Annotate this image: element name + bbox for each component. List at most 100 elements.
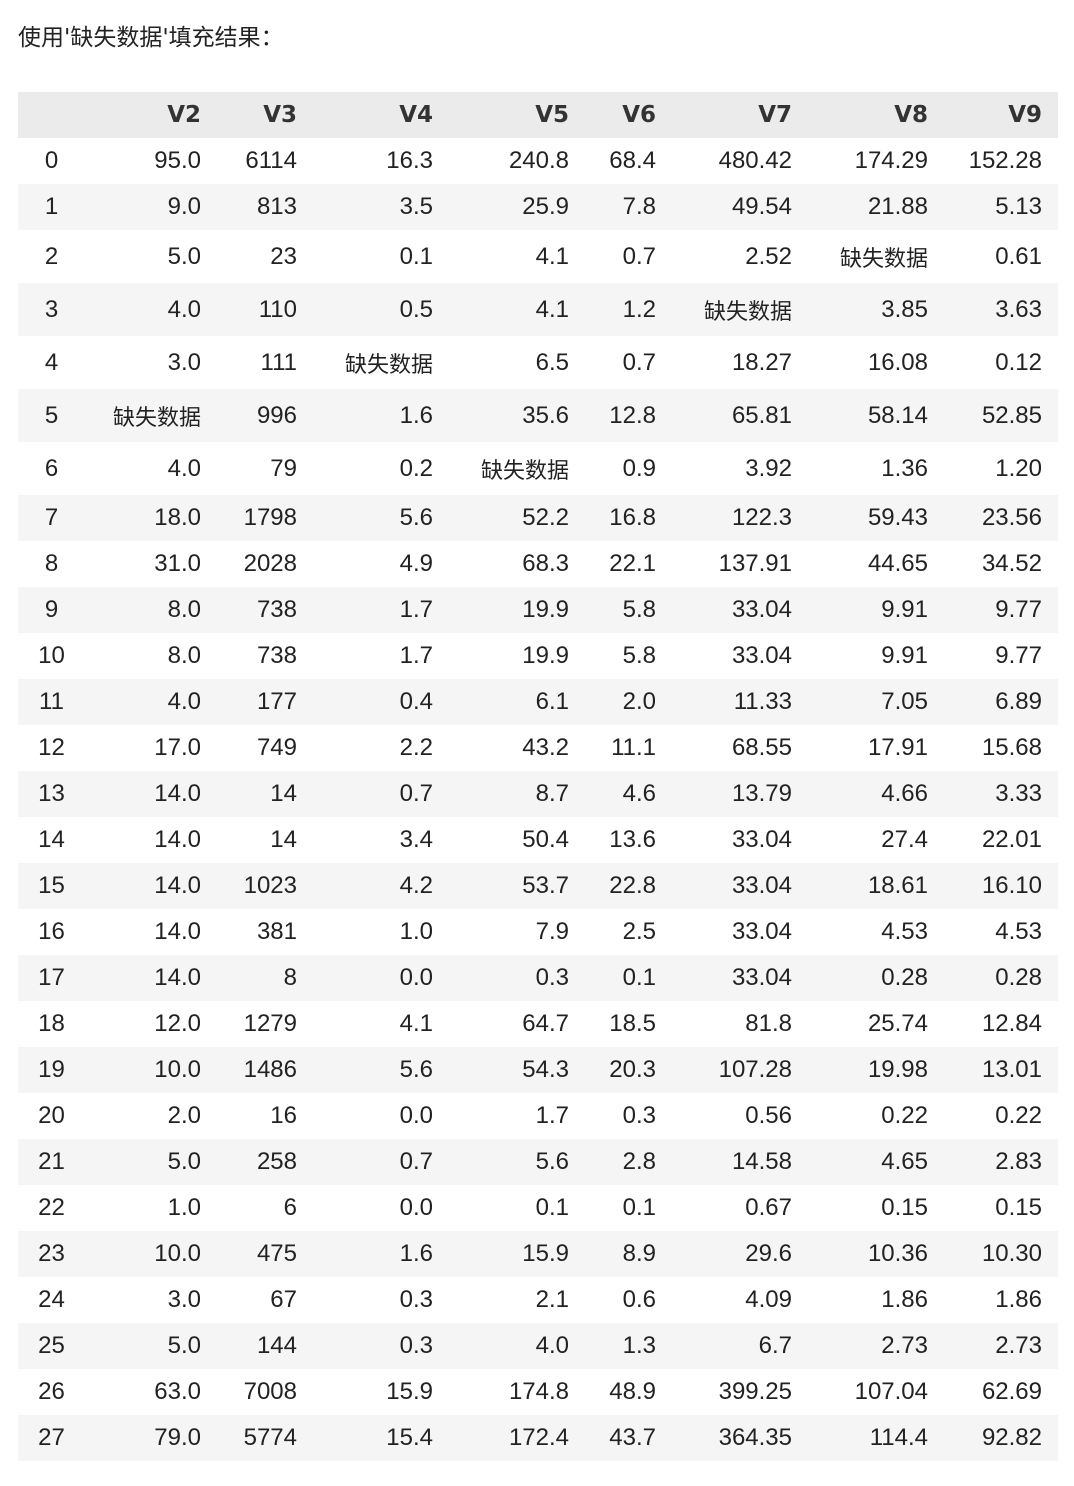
row-index: 16 bbox=[38, 918, 65, 945]
table-cell: 缺失数据 bbox=[344, 352, 433, 378]
table-cell: 25.9 bbox=[522, 193, 569, 220]
table-cell: 29.6 bbox=[745, 1240, 792, 1267]
table-cell: 92.82 bbox=[981, 1424, 1042, 1451]
table-cell: 1.7 bbox=[399, 596, 433, 623]
table-cell: 15.68 bbox=[981, 734, 1042, 761]
table-cell: 11.33 bbox=[733, 688, 792, 715]
table-cell: 3.5 bbox=[399, 193, 433, 220]
table-cell: 9.77 bbox=[995, 596, 1042, 623]
table-row: 27 79.0 5774 15.4 172.4 43.7 364.35 114.4 92.82 bbox=[18, 1415, 1058, 1461]
table-cell: 33.04 bbox=[731, 872, 792, 899]
table-cell: 19.9 bbox=[522, 596, 569, 623]
table-cell: 44.65 bbox=[867, 550, 928, 577]
table-cell: 14.58 bbox=[731, 1148, 792, 1175]
column-header-v6: V6 bbox=[622, 102, 656, 128]
table-cell: 2.5 bbox=[622, 918, 656, 945]
table-cell: 缺失数据 bbox=[480, 458, 569, 484]
table-cell: 8.9 bbox=[622, 1240, 656, 1267]
table-cell: 174.8 bbox=[508, 1378, 569, 1405]
table-cell: 4.1 bbox=[535, 242, 569, 270]
table-cell: 15.9 bbox=[386, 1378, 433, 1405]
table-cell: 0.1 bbox=[399, 242, 433, 270]
table-cell: 64.7 bbox=[522, 1010, 569, 1037]
table-cell: 5.0 bbox=[167, 242, 201, 270]
table-cell: 0.0 bbox=[399, 1102, 433, 1129]
table-cell: 23.56 bbox=[981, 504, 1042, 531]
table-cell: 5.8 bbox=[622, 642, 656, 669]
table-cell: 4.1 bbox=[399, 1010, 433, 1037]
table-cell: 14 bbox=[270, 780, 297, 807]
table-cell: 1.2 bbox=[622, 295, 656, 323]
row-index: 21 bbox=[38, 1148, 65, 1175]
table-cell: 4.1 bbox=[535, 295, 569, 323]
table-cell: 33.04 bbox=[731, 964, 792, 991]
table-cell: 9.91 bbox=[881, 596, 928, 623]
table-cell: 17.0 bbox=[154, 734, 201, 761]
table-cell: 22.8 bbox=[609, 872, 656, 899]
table-cell: 0.28 bbox=[881, 964, 928, 991]
row-index: 27 bbox=[38, 1424, 65, 1451]
table-cell: 31.0 bbox=[154, 550, 201, 577]
table-row: 1 9.0 813 3.5 25.9 7.8 49.54 21.88 5.13 bbox=[18, 184, 1058, 230]
table-cell: 4.53 bbox=[881, 918, 928, 945]
table-cell: 12.84 bbox=[981, 1010, 1042, 1037]
table-cell: 79 bbox=[270, 454, 297, 482]
table-cell: 3.63 bbox=[995, 295, 1042, 323]
column-header-v7: V7 bbox=[758, 102, 792, 128]
table-cell: 3.4 bbox=[399, 826, 433, 853]
table-cell: 0.3 bbox=[399, 1332, 433, 1359]
table-cell: 14.0 bbox=[154, 872, 201, 899]
table-cell: 0.7 bbox=[622, 348, 656, 376]
table-cell: 16 bbox=[270, 1102, 297, 1129]
table-cell: 6.5 bbox=[535, 348, 569, 376]
table-cell: 0.7 bbox=[399, 1148, 433, 1175]
table-row: 13 14.0 14 0.7 8.7 4.6 13.79 4.66 3.33 bbox=[18, 771, 1058, 817]
table-cell: 111 bbox=[260, 348, 297, 376]
table-cell: 缺失数据 bbox=[839, 246, 928, 272]
table-cell: 122.3 bbox=[731, 504, 792, 531]
table-cell: 1279 bbox=[243, 1010, 297, 1037]
table-cell: 35.6 bbox=[522, 401, 569, 429]
table-cell: 0.2 bbox=[399, 454, 433, 482]
table-cell: 107.04 bbox=[854, 1378, 928, 1405]
table-cell: 9.77 bbox=[995, 642, 1042, 669]
table-cell: 10.36 bbox=[867, 1240, 928, 1267]
table-row: 4 3.0 111 缺失数据 6.5 0.7 18.27 16.08 0.12 bbox=[18, 336, 1058, 389]
table-cell: 0.67 bbox=[745, 1194, 792, 1221]
table-cell: 5.8 bbox=[622, 596, 656, 623]
table-cell: 4.2 bbox=[399, 872, 433, 899]
table-cell: 58.14 bbox=[867, 401, 928, 429]
table-cell: 7.8 bbox=[622, 193, 656, 220]
table-cell: 3.92 bbox=[745, 454, 792, 482]
table-row: 19 10.0 1486 5.6 54.3 20.3 107.28 19.98 13.01 bbox=[18, 1047, 1058, 1093]
row-index: 26 bbox=[38, 1378, 65, 1405]
table-cell: 3.85 bbox=[881, 295, 928, 323]
row-index: 4 bbox=[44, 348, 59, 376]
table-cell: 25.74 bbox=[867, 1010, 928, 1037]
table-cell: 1.36 bbox=[881, 454, 928, 482]
table-cell: 6.7 bbox=[758, 1332, 792, 1359]
table-cell: 480.42 bbox=[718, 147, 792, 174]
table-cell: 13.79 bbox=[731, 780, 792, 807]
table-cell: 22.01 bbox=[981, 826, 1042, 853]
column-header-v3: V3 bbox=[263, 102, 297, 128]
table-cell: 16.8 bbox=[609, 504, 656, 531]
table-cell: 4.9 bbox=[399, 550, 433, 577]
table-cell: 2.0 bbox=[167, 1102, 201, 1129]
table-cell: 10.0 bbox=[154, 1056, 201, 1083]
table-row: 6 4.0 79 0.2 缺失数据 0.9 3.92 1.36 1.20 bbox=[18, 442, 1058, 495]
table-cell: 1486 bbox=[243, 1056, 297, 1083]
table-cell: 49.54 bbox=[731, 193, 792, 220]
table-cell: 50.4 bbox=[522, 826, 569, 853]
table-cell: 14.0 bbox=[154, 780, 201, 807]
table-cell: 3.0 bbox=[167, 348, 201, 376]
table-row: 8 31.0 2028 4.9 68.3 22.1 137.91 44.65 34.52 bbox=[18, 541, 1058, 587]
table-cell: 996 bbox=[256, 401, 297, 429]
table-cell: 399.25 bbox=[718, 1378, 792, 1405]
row-index: 6 bbox=[44, 454, 59, 482]
table-cell: 68.3 bbox=[522, 550, 569, 577]
row-index: 23 bbox=[38, 1240, 65, 1267]
table-cell: 12.0 bbox=[154, 1010, 201, 1037]
table-cell: 144 bbox=[256, 1332, 297, 1359]
table-cell: 0.3 bbox=[399, 1286, 433, 1313]
